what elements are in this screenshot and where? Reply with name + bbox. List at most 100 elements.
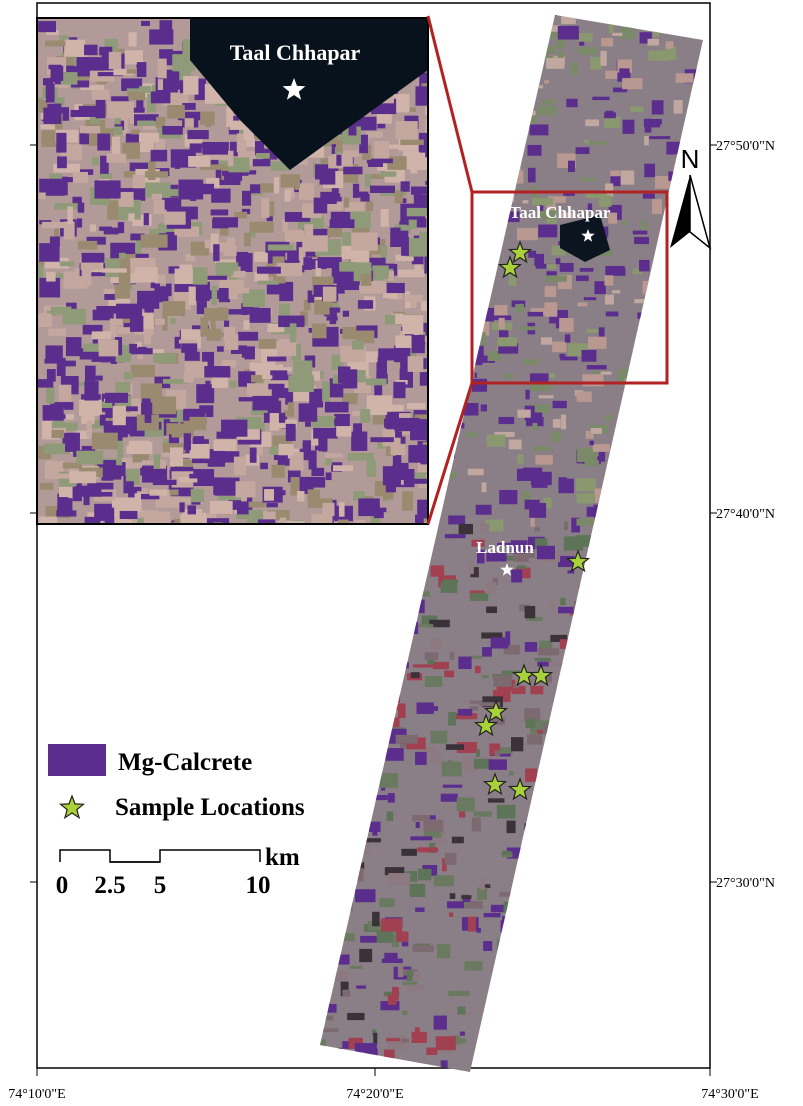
texture xyxy=(679,241,690,245)
texture xyxy=(499,747,513,753)
texture xyxy=(525,642,537,652)
texture xyxy=(707,292,717,302)
texture xyxy=(517,228,538,240)
texture xyxy=(543,724,548,734)
texture xyxy=(319,958,334,965)
lon-label: 74°10'0"E xyxy=(8,1087,65,1102)
texture xyxy=(361,683,373,693)
texture xyxy=(50,236,60,246)
texture xyxy=(325,1015,333,1020)
texture xyxy=(334,419,346,426)
texture xyxy=(247,383,272,395)
texture xyxy=(673,518,693,523)
texture xyxy=(538,863,556,873)
texture xyxy=(412,335,425,353)
texture xyxy=(638,474,658,482)
texture xyxy=(236,481,256,497)
texture xyxy=(412,1032,427,1043)
texture xyxy=(340,555,344,563)
texture xyxy=(673,581,679,587)
texture xyxy=(51,307,72,315)
texture xyxy=(660,567,667,576)
texture xyxy=(622,78,642,89)
texture xyxy=(363,838,381,842)
texture xyxy=(100,415,106,426)
texture xyxy=(366,132,382,138)
texture xyxy=(384,419,389,428)
texture xyxy=(432,181,450,194)
texture xyxy=(618,930,628,943)
texture xyxy=(511,737,523,751)
texture xyxy=(632,438,648,449)
texture xyxy=(469,164,485,167)
texture xyxy=(259,339,276,349)
texture xyxy=(56,133,66,153)
texture xyxy=(482,647,492,657)
texture xyxy=(336,908,346,918)
texture xyxy=(481,404,487,411)
texture xyxy=(402,315,423,334)
texture xyxy=(653,31,659,37)
texture xyxy=(334,618,342,626)
texture xyxy=(576,493,595,503)
texture xyxy=(351,842,371,854)
texture xyxy=(520,111,535,115)
texture xyxy=(353,184,359,198)
texture xyxy=(480,877,485,890)
texture xyxy=(706,6,724,18)
texture xyxy=(470,656,482,659)
texture xyxy=(149,29,173,44)
texture xyxy=(542,837,551,851)
texture xyxy=(530,124,549,135)
texture xyxy=(679,1036,697,1045)
texture xyxy=(445,320,458,326)
texture xyxy=(503,374,514,378)
texture xyxy=(190,184,214,194)
texture xyxy=(388,561,405,571)
texture xyxy=(612,290,620,293)
texture xyxy=(546,58,564,69)
texture xyxy=(204,366,230,377)
texture xyxy=(554,804,572,814)
texture xyxy=(79,106,104,110)
texture xyxy=(330,781,352,786)
texture xyxy=(224,246,237,256)
texture xyxy=(710,271,726,277)
texture xyxy=(73,172,88,183)
texture xyxy=(559,1020,570,1027)
texture xyxy=(692,665,711,679)
texture xyxy=(338,366,350,383)
texture xyxy=(499,93,509,106)
texture xyxy=(446,744,464,750)
texture xyxy=(616,977,622,991)
texture xyxy=(42,222,67,228)
texture xyxy=(653,573,661,579)
texture xyxy=(682,920,697,925)
texture xyxy=(217,346,224,351)
texture xyxy=(383,466,401,485)
texture xyxy=(393,382,405,398)
texture xyxy=(614,540,635,547)
texture xyxy=(335,971,348,981)
texture xyxy=(381,246,387,259)
texture xyxy=(153,353,176,363)
texture xyxy=(641,1062,648,1077)
texture xyxy=(641,641,649,645)
texture xyxy=(627,998,645,1006)
texture xyxy=(653,840,672,843)
texture xyxy=(661,648,682,653)
texture xyxy=(57,358,66,376)
texture xyxy=(449,912,453,917)
texture xyxy=(548,792,566,797)
texture xyxy=(302,661,311,673)
texture xyxy=(575,623,593,628)
texture xyxy=(58,497,69,502)
texture xyxy=(673,758,684,773)
texture xyxy=(148,161,155,180)
texture xyxy=(492,1028,507,1039)
texture xyxy=(426,439,450,453)
texture xyxy=(342,990,350,997)
texture xyxy=(654,928,669,932)
texture xyxy=(99,173,112,179)
texture xyxy=(613,482,629,488)
